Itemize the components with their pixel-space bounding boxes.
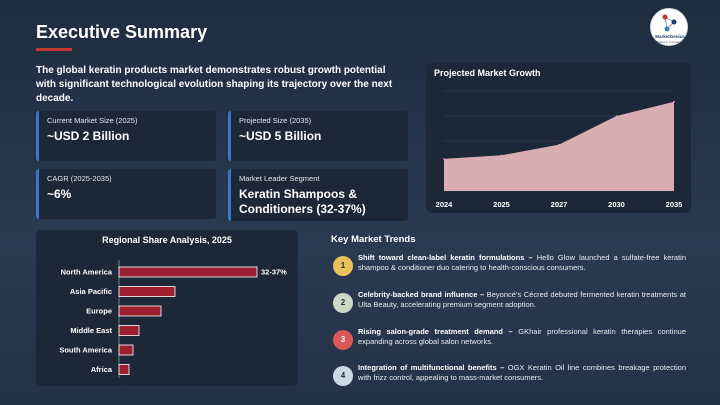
- stat-label: Projected Size (2035): [239, 116, 312, 125]
- growth-area: [444, 101, 674, 191]
- bar-north-america: [118, 266, 258, 278]
- data-point-2025: [500, 154, 503, 157]
- regional-share-panel: Regional Share Analysis, 2025 North Amer…: [36, 230, 298, 386]
- trend-body: Hello Glow launched a sulfate-free kerat…: [358, 253, 686, 272]
- trend-number-badge: 4: [333, 366, 353, 386]
- stat-value: Keratin Shampoos & Conditioners (32-37%): [239, 187, 366, 216]
- stat-card-cagr: CAGR (2025-2035) ~6%: [36, 169, 216, 219]
- x-tick-label: 2025: [493, 200, 510, 209]
- bar-south-america: [118, 344, 134, 356]
- stat-value: ~6%: [47, 187, 72, 201]
- category-label: South America: [59, 346, 112, 355]
- stat-label: CAGR (2025-2035): [47, 174, 112, 183]
- trend-number-badge: 2: [333, 293, 353, 313]
- stat-card-leader-segment: Market Leader Segment Keratin Shampoos &…: [228, 169, 408, 221]
- network-logo-icon: [662, 14, 677, 32]
- trend-heading: Celebrity-backed brand influence –: [358, 290, 485, 299]
- x-tick-label: 2024: [436, 200, 454, 209]
- data-point-2027: [558, 143, 560, 146]
- bar-africa: [118, 364, 130, 375]
- trend-item-4: 4 Integration of multifunctional benefit…: [331, 363, 691, 393]
- trend-text: Rising salon-grade treatment demand – GK…: [358, 327, 686, 347]
- trend-body: OGX Keratin Oil line combines breakage p…: [358, 363, 687, 382]
- trend-heading: Rising salon-grade treatment demand –: [358, 327, 513, 336]
- trend-body: GKhair professional keratin therapies co…: [358, 327, 686, 346]
- trend-item-2: 2 Celebrity-backed brand influence – Bey…: [331, 290, 691, 320]
- regional-bar-chart: North America 32-37% Asia Pacific Europe Mid…: [59, 260, 287, 378]
- trend-item-1: 1 Shift toward clean-label keratin formu…: [331, 253, 691, 283]
- market-growth-panel: Projected Market Growth 2024 2025 2027 2030…: [426, 63, 691, 213]
- trend-item-3: 3 Rising salon-grade treatment demand – …: [331, 327, 691, 357]
- stat-value: ~USD 2 Billion: [47, 129, 130, 143]
- growth-chart-title: Projected Market Growth: [434, 68, 541, 78]
- trend-text: Celebrity-backed brand influence – Beyon…: [358, 290, 686, 310]
- trend-number-badge: 1: [333, 256, 353, 276]
- x-tick-label: 2035: [666, 200, 683, 209]
- intro-text: The global keratin products market demon…: [36, 65, 393, 104]
- x-tick-label: 2027: [551, 200, 568, 209]
- stat-card-current-size: Current Market Size (2025) ~USD 2 Billio…: [36, 111, 216, 161]
- trend-heading: Shift toward clean-label keratin formula…: [358, 253, 533, 262]
- regional-chart-title: Regional Share Analysis, 2025: [102, 235, 232, 245]
- category-label: Africa: [91, 365, 113, 374]
- bar-asia-pacific: [118, 286, 176, 297]
- category-label: Europe: [86, 307, 112, 316]
- page-title: Executive Summary: [36, 22, 208, 42]
- stat-label: Current Market Size (2025): [47, 116, 138, 125]
- bar-europe: [118, 305, 162, 317]
- category-label: Asia Pacific: [70, 287, 112, 296]
- trends-title: Key Market Trends: [331, 234, 416, 245]
- title-underline: [36, 48, 72, 51]
- bar-middle-east: [118, 325, 140, 336]
- brand-logo: MarketGenics Ideas in innovation: [650, 8, 688, 46]
- logo-tagline: Ideas in innovation: [657, 40, 683, 44]
- stat-value: ~USD 5 Billion: [239, 129, 322, 143]
- category-label: Middle East: [70, 326, 112, 335]
- trend-number-badge: 3: [333, 330, 353, 350]
- trend-body: Beyoncé’s Cécred debuted fermented kerat…: [358, 290, 686, 309]
- category-label: North America: [61, 268, 113, 277]
- trend-heading: Integration of multifunctional benefits …: [358, 363, 505, 372]
- bar-data-label: 32-37%: [261, 268, 287, 277]
- trend-text: Integration of multifunctional benefits …: [358, 363, 686, 383]
- trend-text: Shift toward clean-label keratin formula…: [358, 253, 686, 273]
- data-point-2030: [615, 115, 618, 117]
- logo-name: MarketGenics: [655, 34, 685, 39]
- stat-label: Market Leader Segment: [239, 174, 320, 183]
- stat-card-projected-size: Projected Size (2035) ~USD 5 Billion: [228, 111, 408, 161]
- data-point-2024: [443, 158, 445, 160]
- growth-area-chart: 2024 2025 2027 2030 2035: [436, 90, 683, 209]
- x-tick-label: 2030: [608, 200, 625, 209]
- data-point-2035: [673, 100, 675, 103]
